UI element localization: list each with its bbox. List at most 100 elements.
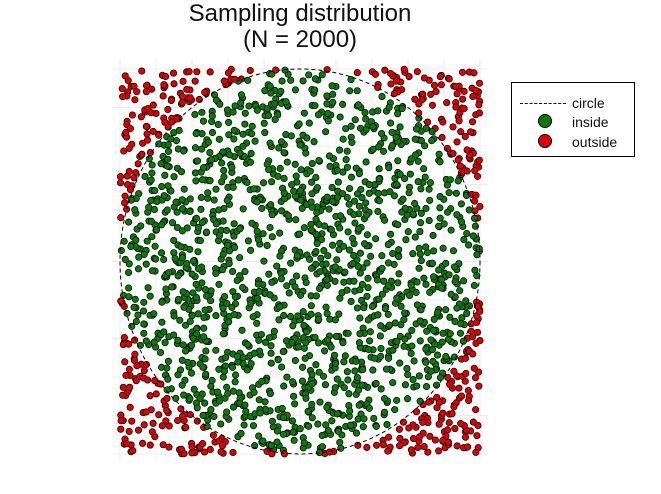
point-inside [364,284,372,292]
point-inside [192,214,201,222]
point-outside [461,433,470,441]
point-inside [150,310,158,318]
point-outside [162,417,170,425]
point-inside [362,126,370,134]
point-inside [430,326,438,335]
point-outside [431,436,439,444]
point-outside [155,131,163,139]
legend-item-inside[interactable]: inside [512,112,634,132]
chart-title: Sampling distribution (N = 2000) [150,1,450,53]
point-inside [221,292,229,301]
point-inside [170,236,178,244]
point-inside [333,410,341,418]
point-outside [472,191,480,199]
point-outside [133,362,141,370]
point-inside [250,185,258,193]
point-outside [475,109,484,117]
point-inside [365,189,373,197]
point-outside [476,337,484,345]
point-inside [267,359,275,367]
point-inside [242,408,250,416]
point-outside [405,424,413,432]
point-inside [457,200,465,208]
point-outside [143,130,151,138]
point-inside [239,283,247,292]
point-inside [158,183,166,191]
point-inside [199,411,207,419]
point-inside [147,176,155,184]
point-inside [330,351,339,359]
point-inside [282,98,290,106]
point-inside [373,276,381,284]
point-inside [181,376,189,384]
point-outside [142,408,150,416]
point-inside [266,82,274,90]
point-inside [286,312,295,321]
point-inside [350,211,358,219]
point-inside [393,396,401,404]
legend-outside-swatch [538,134,552,148]
point-outside [407,446,415,454]
point-outside [435,447,443,455]
point-inside [315,315,323,323]
point-inside [308,203,316,211]
point-outside [428,101,437,109]
point-inside [341,352,349,360]
point-outside [137,113,145,121]
point-inside [327,226,335,234]
point-inside [275,316,283,324]
point-outside [199,440,207,448]
point-inside [413,301,421,309]
point-inside [267,441,275,449]
point-inside [228,303,236,311]
point-inside [300,344,308,352]
point-inside [174,295,183,303]
point-inside [225,260,233,268]
point-inside [315,368,323,376]
point-inside [271,99,279,108]
point-inside [259,230,267,238]
point-inside [196,237,204,245]
point-inside [220,166,228,175]
point-inside [363,211,371,219]
point-inside [300,109,308,117]
point-outside [387,80,395,88]
point-inside [296,187,304,195]
point-inside [273,427,281,435]
point-inside [148,267,156,275]
point-inside [428,137,436,145]
point-inside [201,399,209,407]
point-inside [339,135,347,143]
point-inside [305,422,313,430]
point-outside [476,202,484,211]
point-outside [474,328,482,336]
legend-item-outside[interactable]: outside [512,132,634,152]
point-inside [278,363,286,371]
point-outside [116,173,125,181]
point-inside [362,158,370,166]
point-inside [326,162,334,170]
point-inside [363,259,371,267]
point-inside [408,326,416,334]
point-inside [263,241,271,249]
point-inside [287,76,295,84]
point-inside [260,119,268,127]
point-inside [442,306,450,314]
point-inside [178,254,187,262]
point-inside [353,304,361,312]
point-inside [412,288,420,297]
point-inside [178,196,186,204]
point-inside [219,304,227,312]
point-outside [453,442,461,450]
point-inside [156,348,165,357]
point-inside [355,339,363,347]
point-outside [161,118,169,126]
point-inside [178,356,186,364]
legend-item-circle[interactable]: circle [512,93,634,113]
point-inside [420,165,428,173]
point-inside [443,181,451,189]
point-outside [444,373,452,382]
point-inside [247,246,255,254]
point-inside [140,320,148,328]
point-inside [250,388,258,396]
